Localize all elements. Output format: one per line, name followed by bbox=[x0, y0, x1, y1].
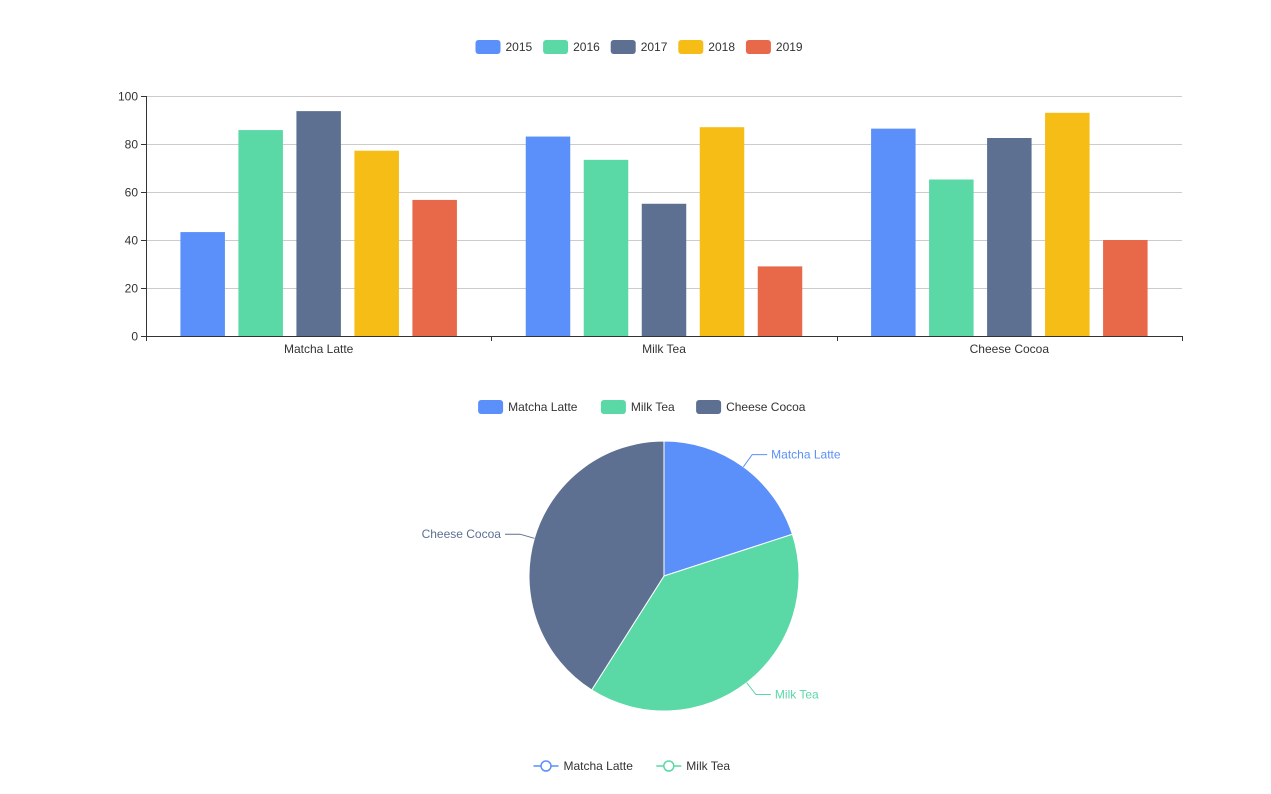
line-legend-item-milk-tea[interactable]: Milk Tea bbox=[656, 759, 730, 773]
bar-series[interactable] bbox=[180, 111, 1148, 337]
pie-label-matcha-latte: Matcha Latte bbox=[771, 448, 841, 462]
bar-matcha-latte-2017[interactable] bbox=[296, 111, 341, 337]
legend-swatch bbox=[600, 400, 626, 414]
line-legend-item-matcha-latte[interactable]: Matcha Latte bbox=[533, 759, 634, 773]
bar-cheese-cocoa-2015[interactable] bbox=[871, 128, 916, 336]
bar-cheese-cocoa-2016[interactable] bbox=[929, 179, 974, 336]
pie-legend-item-cheese-cocoa[interactable]: Cheese Cocoa bbox=[696, 400, 806, 414]
bar-cheese-cocoa-2019[interactable] bbox=[1103, 240, 1148, 336]
pie-label-line-milk-tea bbox=[746, 682, 771, 695]
pie-legend[interactable]: Matcha Latte Milk Tea Cheese Cocoa bbox=[478, 400, 806, 414]
legend-circle-marker bbox=[540, 760, 552, 772]
x-tick-label-cheese-cocoa: Cheese Cocoa bbox=[970, 342, 1050, 356]
legend-swatch bbox=[478, 400, 504, 414]
bar-milk-tea-2017[interactable] bbox=[641, 203, 687, 336]
x-tick-label-matcha-latte: Matcha Latte bbox=[284, 342, 354, 356]
legend-label: 2016 bbox=[573, 40, 600, 54]
y-tick-label: 60 bbox=[125, 186, 139, 200]
pie-labels: Matcha Latte Milk Tea Cheese Cocoa bbox=[422, 448, 841, 702]
y-tick-label: 100 bbox=[118, 90, 138, 104]
legend-label: Milk Tea bbox=[631, 400, 675, 414]
legend-label: Cheese Cocoa bbox=[726, 400, 806, 414]
legend-item-2018[interactable]: 2018 bbox=[678, 40, 735, 54]
legend-item-2017[interactable]: 2017 bbox=[610, 40, 668, 54]
legend-swatch bbox=[543, 40, 569, 54]
legend-swatch bbox=[678, 40, 704, 54]
pie-legend-item-milk-tea[interactable]: Milk Tea bbox=[600, 400, 675, 414]
bar-matcha-latte-2015[interactable] bbox=[180, 232, 225, 336]
legend-swatch bbox=[745, 40, 771, 54]
legend-label: 2019 bbox=[776, 40, 803, 54]
legend-circle-marker bbox=[663, 760, 675, 772]
legend-label: 2018 bbox=[708, 40, 735, 54]
pie-label-cheese-cocoa: Cheese Cocoa bbox=[422, 527, 502, 541]
pie-label-line-cheese-cocoa bbox=[505, 533, 535, 539]
pie-label-line-matcha-latte bbox=[742, 454, 768, 468]
bar-matcha-latte-2018[interactable] bbox=[354, 150, 399, 336]
legend-swatch bbox=[696, 400, 722, 414]
legend-label: 2015 bbox=[506, 40, 533, 54]
legend-label: Matcha Latte bbox=[508, 400, 578, 414]
legend-label: Milk Tea bbox=[686, 759, 730, 773]
bar-milk-tea-2018[interactable] bbox=[699, 127, 745, 336]
y-tick-label: 20 bbox=[125, 282, 139, 296]
bar-cheese-cocoa-2018[interactable] bbox=[1045, 112, 1090, 336]
legend-item-2016[interactable]: 2016 bbox=[543, 40, 600, 54]
pie-label-milk-tea: Milk Tea bbox=[775, 688, 819, 702]
pie-slice-matcha-latte[interactable] bbox=[663, 440, 794, 577]
legend-swatch bbox=[475, 40, 501, 54]
y-tick-label: 40 bbox=[125, 234, 139, 248]
bar-legend[interactable]: 2015 2016 2017 2018 2019 bbox=[475, 40, 803, 54]
pie-legend-item-matcha-latte[interactable]: Matcha Latte bbox=[478, 400, 578, 414]
y-tick-label: 80 bbox=[125, 138, 139, 152]
legend-item-2015[interactable]: 2015 bbox=[475, 40, 533, 54]
bar-milk-tea-2016[interactable] bbox=[583, 159, 629, 336]
bar-milk-tea-2015[interactable] bbox=[525, 136, 571, 336]
legend-label: Matcha Latte bbox=[564, 759, 634, 773]
pie-slices[interactable] bbox=[528, 440, 800, 712]
legend-item-2019[interactable]: 2019 bbox=[745, 40, 803, 54]
y-tick-label: 0 bbox=[131, 330, 138, 344]
bar-axes: 0 20 40 60 80 100 Matcha Latte Milk Tea Cheese C… bbox=[118, 90, 1183, 356]
bar-cheese-cocoa-2017[interactable] bbox=[987, 138, 1032, 336]
legend-swatch bbox=[610, 40, 636, 54]
pie-slice-milk-tea[interactable] bbox=[590, 533, 800, 712]
legend-label: 2017 bbox=[641, 40, 668, 54]
line-legend[interactable]: Matcha Latte Milk Tea bbox=[533, 759, 731, 773]
bar-matcha-latte-2016[interactable] bbox=[238, 130, 283, 336]
bar-milk-tea-2019[interactable] bbox=[757, 266, 803, 336]
x-tick-label-milk-tea: Milk Tea bbox=[642, 342, 686, 356]
bar-matcha-latte-2019[interactable] bbox=[412, 199, 457, 336]
